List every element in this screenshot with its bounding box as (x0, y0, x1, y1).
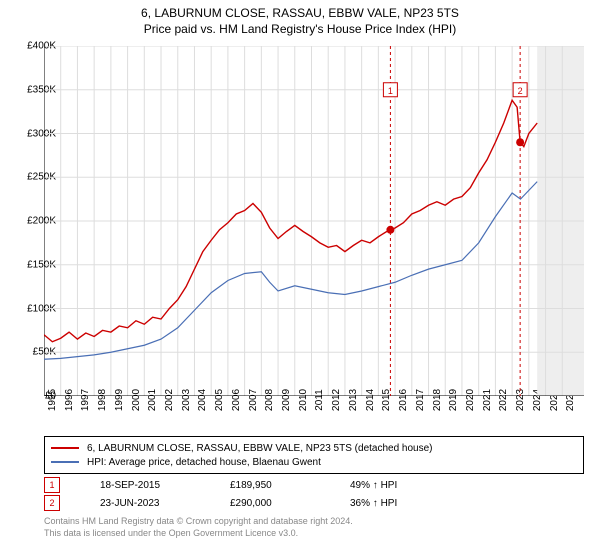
legend-text-1: 6, LABURNUM CLOSE, RASSAU, EBBW VALE, NP… (87, 443, 433, 454)
marker-1-pct: 49% ↑ HPI (350, 480, 470, 491)
marker-box-1: 1 (44, 477, 60, 493)
marker-2-price: £290,000 (230, 498, 350, 509)
legend-swatch-2 (51, 461, 79, 463)
footer-line-2: This data is licensed under the Open Gov… (44, 528, 584, 540)
footer-line-1: Contains HM Land Registry data © Crown c… (44, 516, 584, 528)
footer: Contains HM Land Registry data © Crown c… (44, 516, 584, 539)
marker-table: 1 18-SEP-2015 £189,950 49% ↑ HPI 2 23-JU… (44, 476, 584, 512)
marker-1-date: 18-SEP-2015 (100, 480, 230, 491)
title-block: 6, LABURNUM CLOSE, RASSAU, EBBW VALE, NP… (0, 0, 600, 37)
title-line-1: 6, LABURNUM CLOSE, RASSAU, EBBW VALE, NP… (0, 6, 600, 22)
legend-box: 6, LABURNUM CLOSE, RASSAU, EBBW VALE, NP… (44, 436, 584, 474)
marker-row-2: 2 23-JUN-2023 £290,000 36% ↑ HPI (44, 494, 584, 512)
legend-text-2: HPI: Average price, detached house, Blae… (87, 457, 321, 468)
marker-2-pct: 36% ↑ HPI (350, 498, 470, 509)
marker-2-date: 23-JUN-2023 (100, 498, 230, 509)
svg-text:2: 2 (518, 86, 523, 96)
marker-box-2: 2 (44, 495, 60, 511)
chart-container: 6, LABURNUM CLOSE, RASSAU, EBBW VALE, NP… (0, 0, 600, 560)
chart-svg: 12 (44, 46, 584, 396)
marker-1-price: £189,950 (230, 480, 350, 491)
legend-row-2: HPI: Average price, detached house, Blae… (51, 455, 577, 469)
marker-row-1: 1 18-SEP-2015 £189,950 49% ↑ HPI (44, 476, 584, 494)
legend-swatch-1 (51, 447, 79, 449)
chart-area: 12 (44, 46, 584, 396)
title-line-2: Price paid vs. HM Land Registry's House … (0, 22, 600, 38)
legend-row-1: 6, LABURNUM CLOSE, RASSAU, EBBW VALE, NP… (51, 441, 577, 455)
svg-text:1: 1 (388, 86, 393, 96)
